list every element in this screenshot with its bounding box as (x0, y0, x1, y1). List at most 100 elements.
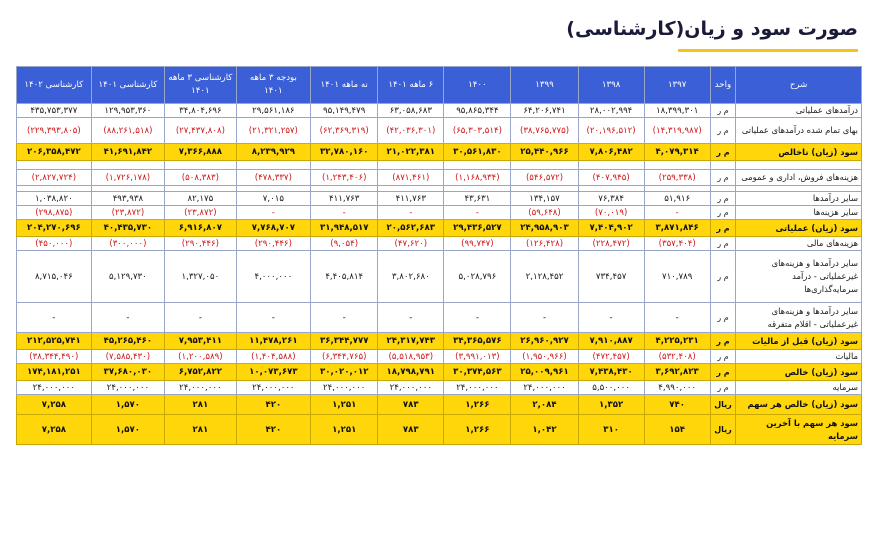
table-cell: (۲۱,۳۲۱,۲۵۷) (235, 117, 312, 144)
table-cell: ۲۴,۹۵۸,۹۰۳ (510, 219, 579, 237)
row-unit: م ر (709, 219, 737, 237)
table-cell: (۳۵۷,۴۰۴) (643, 236, 711, 251)
row-description: سرمایه (735, 380, 862, 395)
column-header: شرح (735, 66, 862, 104)
table-cell: (۷۰,۰۱۹) (577, 205, 645, 220)
table-cell: ۷۸۳ (377, 394, 445, 415)
table-cell: ۷,۰۱۵ (235, 191, 312, 206)
table-cell: ۱,۰۳۸,۸۲۰ (16, 191, 92, 206)
table-cell: ۴۹۳,۹۳۸ (90, 191, 166, 206)
table-cell: ۲۸۱ (164, 394, 237, 415)
table-row: سرمایه م ر ۴,۹۹۰,۰۰۰ ۵,۵۰۰,۰۰۰ ۲۴,۰۰۰,۰۰۰ ۲۴,… (16, 380, 862, 395)
row-description: سایر درآمدها و هزینه‌های غیرعملیاتی - در… (735, 250, 862, 303)
table-cell: - (377, 302, 445, 333)
table-cell: ۲۱۲,۵۲۵,۷۴۱ (16, 332, 92, 350)
table-row: سود (زیان) قبل از مالیات م ر ۴,۲۲۵,۲۳۱ ۷,۹۱… (16, 332, 862, 350)
table-cell: ۴۲۰ (235, 414, 312, 445)
table-cell: ۱,۵۷۰ (90, 394, 166, 415)
row-unit: م ر (709, 380, 737, 395)
table-cell: ۴,۰۷۹,۳۱۴ (643, 143, 711, 161)
table-cell: ۲۴,۰۰۰,۰۰۰ (510, 380, 579, 395)
table-cell: ۲۵,۰۰۹,۹۶۱ (510, 363, 579, 381)
table-cell: ۲,۰۸۴ (510, 394, 579, 415)
table-cell: (۲۳,۸۷۲) (90, 205, 166, 220)
table-cell: ۴۵,۲۶۵,۴۶۰ (90, 332, 166, 350)
table-cell: ۲۰,۵۶۲,۶۸۳ (377, 219, 445, 237)
table-cell: (۲۲۹,۳۹۳,۸۰۵) (16, 117, 92, 144)
table-cell: ۲۴,۳۱۷,۷۴۳ (377, 332, 445, 350)
table-cell: ۶۴,۲۰۶,۷۴۱ (510, 103, 579, 118)
table-cell: ۷,۹۱۰,۸۸۷ (577, 332, 645, 350)
table-cell: (۴۰۷,۹۴۵) (577, 169, 645, 186)
page-title: صورت سود و زیان(کارشناسی) (566, 18, 858, 40)
row-unit: م ر (709, 143, 737, 161)
table-cell: ۱,۳۵۲ (577, 394, 645, 415)
page-title-block: صورت سود و زیان(کارشناسی) (566, 18, 858, 52)
table-cell: (۲۵۹,۳۳۸) (643, 169, 711, 186)
row-unit: م ر (709, 302, 737, 333)
table-cell: (۸۸,۲۶۱,۵۱۸) (90, 117, 166, 144)
table-cell: ۷,۲۵۸ (16, 394, 92, 415)
table-cell: ۳,۶۹۲,۸۲۳ (643, 363, 711, 381)
table-cell: ۲۴,۰۰۰,۰۰۰ (16, 380, 92, 395)
table-cell: ۷,۴۳۸,۴۳۰ (577, 363, 645, 381)
table-cell: ۳۷,۶۸۰,۰۳۰ (90, 363, 166, 381)
table-cell: ۸,۷۱۵,۰۴۶ (16, 250, 92, 303)
column-header: ۶ ماهه ۱۴۰۱ (377, 66, 445, 104)
table-cell: (۶,۳۴۴,۷۶۵) (310, 349, 379, 364)
row-description: سود (زیان) ناخالص (735, 143, 862, 161)
table-cell: ۴۳,۶۳۱ (443, 191, 512, 206)
table-cell: ۱۸,۷۹۸,۷۹۱ (377, 363, 445, 381)
column-header: کارشناسی ۱۴۰۱ (90, 66, 166, 104)
table-cell: ۴۱۱,۷۶۳ (377, 191, 445, 206)
column-header: واحد (709, 66, 737, 104)
table-cell: ۲۵,۴۴۰,۹۶۶ (510, 143, 579, 161)
table-cell: ۹۵,۸۶۵,۳۴۴ (443, 103, 512, 118)
row-description: سود (زیان) خالص هر سهم (735, 394, 862, 415)
column-header: کارشناسی ۱۴۰۲ (16, 66, 92, 104)
table-cell: ۵,۱۲۹,۷۳۰ (90, 250, 166, 303)
table-cell: ۴۱,۶۹۱,۸۴۲ (90, 143, 166, 161)
table-row: سود (زیان) خالص هر سهم ریال ۷۴۰ ۱,۳۵۲ ۲,۰۸۴ ۱… (16, 394, 862, 415)
table-row: هزینه‌های فروش، اداری و عمومی م ر (۲۵۹,۳۳۸… (16, 169, 862, 186)
table-cell (90, 160, 166, 170)
table-cell: ۱,۳۲۷,۰۵۰ (164, 250, 237, 303)
table-row: سایر درآمدها و هزینه‌های غیرعملیاتی - اق… (16, 302, 862, 333)
table-row: بهای تمام شده درآمدهای عملیاتی م ر (۱۴,۳۱۹… (16, 117, 862, 144)
table-cell: ۷,۴۰۴,۹۰۲ (577, 219, 645, 237)
table-cell: - (510, 302, 579, 333)
table-body: درآمدهای عملیاتی م ر ۱۸,۳۹۹,۳۰۱ ۲۸,۰۰۲,۹۹۴ ۶… (16, 103, 862, 445)
table-row: سود (زیان) عملیاتی م ر ۳,۸۷۱,۸۴۶ ۷,۴۰۴,۹۰۲ ۲… (16, 219, 862, 237)
row-description: سایر هزینه‌ها (735, 205, 862, 220)
table-cell: (۲۹۰,۴۴۶) (164, 236, 237, 251)
table-cell: ۲۴,۰۰۰,۰۰۰ (90, 380, 166, 395)
table-cell: (۵,۵۱۸,۹۵۳) (377, 349, 445, 364)
title-underline (678, 49, 858, 52)
table-cell: ۳۴,۸۰۴,۶۹۶ (164, 103, 237, 118)
table-cell: ۷۱۰,۷۸۹ (643, 250, 711, 303)
table-cell: ۵۱,۹۱۶ (643, 191, 711, 206)
table-row: درآمدهای عملیاتی م ر ۱۸,۳۹۹,۳۰۱ ۲۸,۰۰۲,۹۹۴ ۶… (16, 103, 862, 118)
table-cell: ۳۰,۳۷۴,۵۶۳ (443, 363, 512, 381)
table-cell: ۲۸,۰۰۲,۹۹۴ (577, 103, 645, 118)
column-header: ۱۴۰۰ (443, 66, 512, 104)
table-row: سود (زیان) خالص م ر ۳,۶۹۲,۸۲۳ ۷,۴۳۸,۴۳۰ ۲۵,۰… (16, 363, 862, 381)
table-cell: (۱۲۶,۴۲۸) (510, 236, 579, 251)
table-cell: ۴,۲۲۵,۲۳۱ (643, 332, 711, 350)
table-cell: ۷,۲۵۸ (16, 414, 92, 445)
row-description: سایر درآمدها و هزینه‌های غیرعملیاتی - اق… (735, 302, 862, 333)
table-cell: (۲۳,۸۷۲) (164, 205, 237, 220)
table-cell: ۴۱۱,۷۶۳ (310, 191, 379, 206)
table-cell: ۱۲۹,۹۵۳,۳۶۰ (90, 103, 166, 118)
table-cell: (۳۸,۷۶۵,۷۷۵) (510, 117, 579, 144)
row-description: سود (زیان) قبل از مالیات (735, 332, 862, 350)
table-cell: ۸۲,۱۷۵ (164, 191, 237, 206)
table-cell: (۵۳۲,۴۰۸) (643, 349, 711, 364)
row-unit (709, 160, 737, 170)
table-cell: (۹۹,۷۴۷) (443, 236, 512, 251)
table-cell: (۶۵,۳۰۳,۵۱۴) (443, 117, 512, 144)
table-cell: ۳,۸۰۲,۶۸۰ (377, 250, 445, 303)
table-cell: (۵۴۶,۵۷۲) (510, 169, 579, 186)
row-unit: م ر (709, 332, 737, 350)
table-cell: - (235, 205, 312, 220)
